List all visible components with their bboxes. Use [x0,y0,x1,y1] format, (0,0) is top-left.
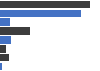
Bar [0,18,10,26]
Bar [0,54,9,61]
Bar [0,10,81,17]
Bar [0,63,2,70]
Bar [0,1,90,8]
Bar [0,36,11,44]
Bar [0,45,6,53]
Bar [0,27,30,35]
